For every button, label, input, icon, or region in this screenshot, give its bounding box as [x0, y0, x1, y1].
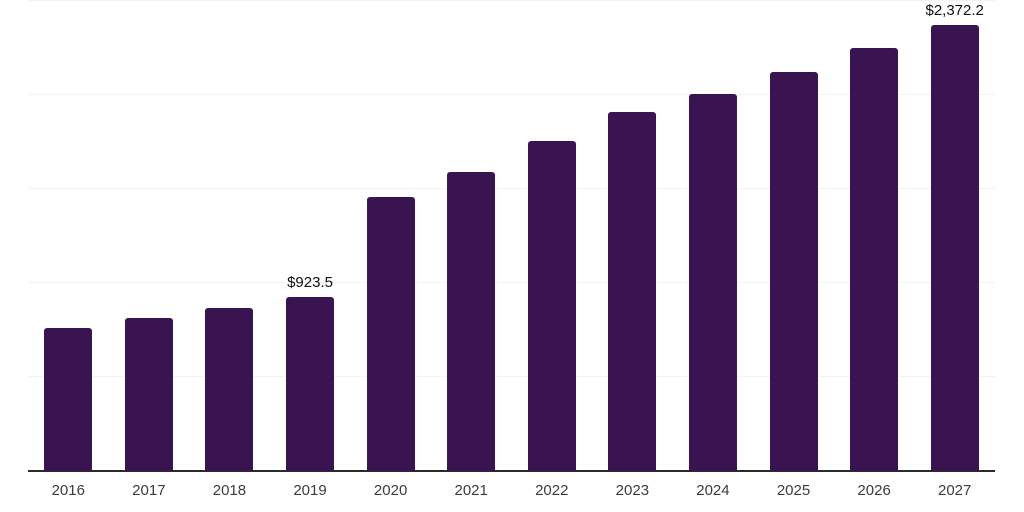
bar-2017 [124, 317, 173, 471]
bar-2023 [608, 112, 657, 471]
x-tick-2017: 2017 [132, 482, 166, 499]
bar-2016 [44, 327, 93, 471]
bar-2018 [205, 307, 254, 471]
x-tick-2020: 2020 [373, 482, 408, 499]
gridline-1000 [28, 282, 995, 283]
x-tick-2026: 2026 [857, 482, 891, 499]
bar-2020 [366, 197, 415, 471]
x-tick-2018: 2018 [212, 482, 247, 499]
x-tick-2023: 2023 [615, 482, 650, 499]
band-2025 [753, 1, 834, 471]
gridline-2500 [28, 0, 995, 1]
x-tick-2016: 2016 [51, 482, 85, 499]
x-axis-tick-labels: 2016 2017 2018 2019 2020 2021 2022 2023 2024 2025… [28, 480, 995, 502]
bar-2022 [527, 141, 576, 471]
value-label-2027: $2,372.2 [925, 2, 984, 20]
gridline-2000 [28, 94, 995, 95]
value-label-2019: $923.5 [287, 274, 333, 292]
bar-2024 [688, 93, 737, 471]
x-tick-2024: 2024 [696, 482, 730, 499]
bar-2026 [850, 48, 899, 471]
bar-2019 [286, 297, 335, 471]
plot-area: $923.5 $2,372.2 [28, 0, 995, 472]
band-2018 [189, 1, 270, 471]
bar-2025 [769, 71, 818, 471]
band-2027: $2,372.2 [914, 1, 995, 471]
bar-2021 [447, 171, 496, 471]
x-tick-2025: 2025 [776, 482, 811, 499]
x-axis-line [28, 470, 995, 472]
band-2016 [28, 1, 109, 471]
band-2026 [834, 1, 915, 471]
band-2019: $923.5 [270, 1, 351, 471]
gridline-500 [28, 376, 995, 377]
band-2020 [350, 1, 431, 471]
x-tick-2019: 2019 [293, 482, 327, 499]
band-2022 [512, 1, 593, 471]
x-tick-2027: 2027 [938, 482, 972, 499]
band-2023 [592, 1, 673, 471]
gridline-1500 [28, 188, 995, 189]
band-2021 [431, 1, 512, 471]
band-2024 [673, 1, 754, 471]
x-tick-2022: 2022 [535, 482, 569, 499]
x-tick-2021: 2021 [454, 482, 488, 499]
band-2017 [109, 1, 190, 471]
bar-2027 [930, 25, 979, 471]
